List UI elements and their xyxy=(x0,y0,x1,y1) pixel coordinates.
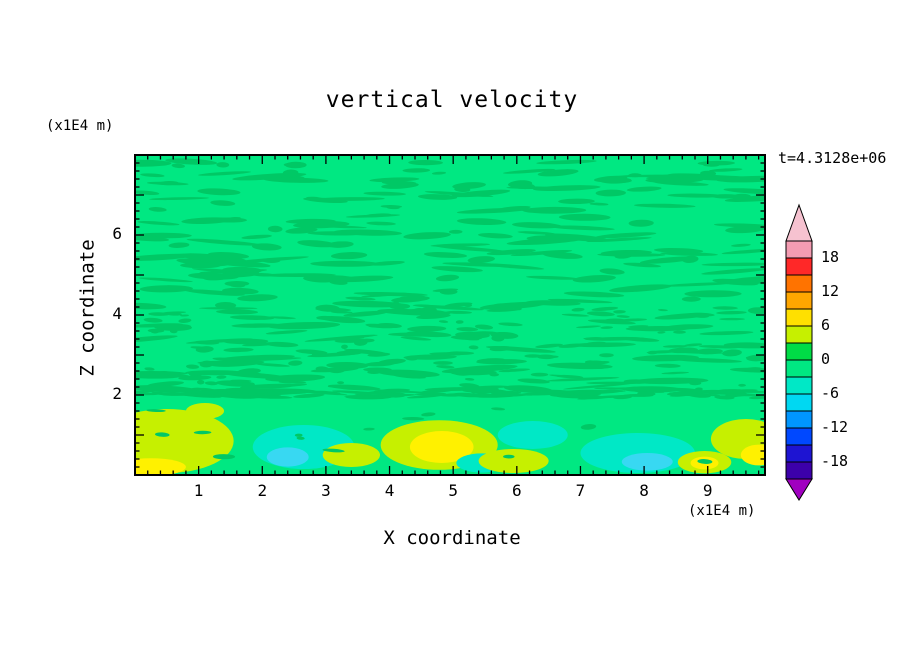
colorbar-segment-13 xyxy=(785,461,813,480)
x-tick-label-6: 6 xyxy=(511,481,522,500)
field-blob-yellow xyxy=(740,444,765,466)
colorbar-segment-12 xyxy=(785,444,813,463)
colorbar-segment-9 xyxy=(785,393,813,412)
colorbar-label--18: -18 xyxy=(821,452,849,470)
colorbar-label--12: -12 xyxy=(821,418,849,436)
field-blob-cyan xyxy=(621,453,673,471)
colorbar-segment-0 xyxy=(785,240,813,259)
x-tick-label-1: 1 xyxy=(193,481,204,500)
x-tick-label-8: 8 xyxy=(639,481,649,500)
y-tick-label-6: 6 xyxy=(112,224,122,243)
velocity-field xyxy=(135,155,765,475)
x-axis-label: X coordinate xyxy=(383,527,521,549)
timestamp: t=4.3128e+06 xyxy=(778,149,887,167)
colorbar-label-0: 0 xyxy=(821,350,831,368)
plot-frame xyxy=(134,154,766,476)
field-blob-cyan xyxy=(266,447,309,467)
colorbar-segment-11 xyxy=(785,427,813,446)
colorbar-label--6: -6 xyxy=(821,384,840,402)
field-blob-aqua xyxy=(497,421,568,449)
colorbar-segment-7 xyxy=(785,359,813,378)
colorbar-segment-10 xyxy=(785,410,813,429)
y-axis-unit: (x1E4 m) xyxy=(46,118,114,134)
x-axis-unit: (x1E4 m) xyxy=(688,503,756,519)
plot-title: vertical velocity xyxy=(325,87,579,113)
field-blob-yellow xyxy=(409,431,474,463)
field-blob-chartreuse xyxy=(185,403,225,419)
colorbar-segment-6 xyxy=(785,342,813,361)
colorbar-label-18: 18 xyxy=(821,248,840,266)
x-tick-label-3: 3 xyxy=(321,481,331,500)
colorbar-arrow-top xyxy=(785,203,813,242)
y-tick-label-2: 2 xyxy=(112,384,122,403)
x-tick-label-9: 9 xyxy=(702,481,713,500)
field-blob-chartreuse xyxy=(135,409,234,473)
x-tick-label-5: 5 xyxy=(448,481,458,500)
x-tick-label-4: 4 xyxy=(384,481,395,500)
x-tick-label-2: 2 xyxy=(257,481,268,500)
x-tick-label-7: 7 xyxy=(575,481,586,500)
y-tick-label-4: 4 xyxy=(112,304,122,323)
colorbar-label-12: 12 xyxy=(821,282,840,300)
colorbar-label-6: 6 xyxy=(821,316,831,334)
field-blob-chartreuse xyxy=(322,443,381,467)
colorbar-segment-8 xyxy=(785,376,813,395)
colorbar-segment-1 xyxy=(785,257,813,276)
colorbar-segment-4 xyxy=(785,308,813,327)
field-blob-yellow xyxy=(135,458,186,475)
colorbar-arrow-bottom xyxy=(785,478,813,501)
colorbar-segment-5 xyxy=(785,325,813,344)
colorbar-segment-2 xyxy=(785,274,813,293)
colorbar-segment-3 xyxy=(785,291,813,310)
field-blob-chartreuse xyxy=(478,449,549,473)
colorbar xyxy=(785,203,813,501)
